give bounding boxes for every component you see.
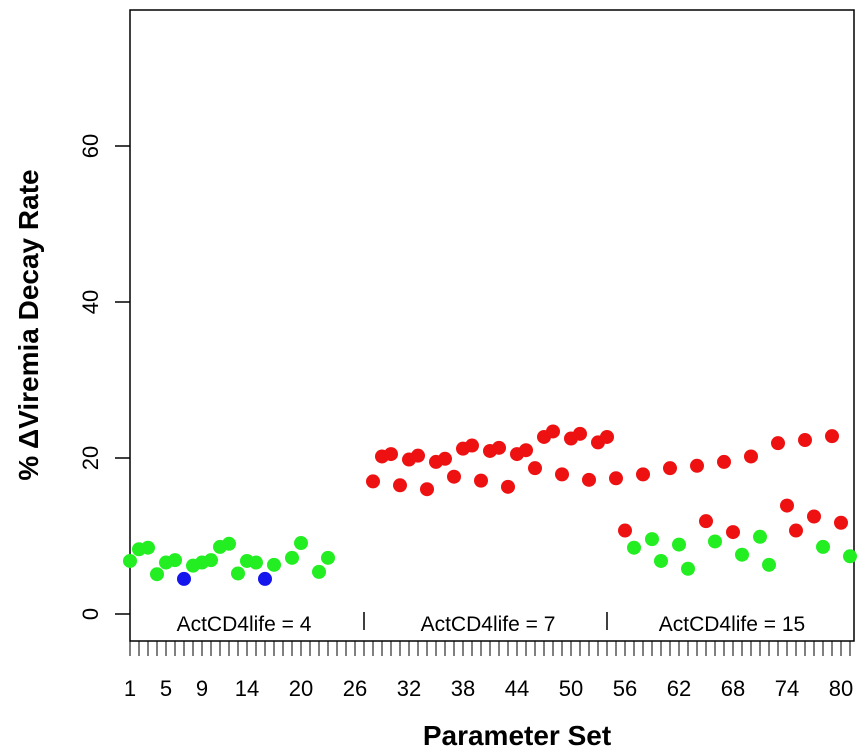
data-point-red — [663, 461, 677, 476]
data-point-red — [789, 523, 803, 538]
data-point-red — [609, 471, 623, 486]
data-point-green — [321, 550, 335, 565]
data-point-red — [474, 473, 488, 488]
x-tick-label: 14 — [235, 676, 259, 701]
data-point-green — [231, 566, 245, 581]
data-point-green — [294, 536, 308, 551]
annotation-actcd4life-7: ActCD4life = 7 — [421, 613, 556, 636]
x-tick-label: 5 — [160, 676, 172, 701]
data-point-green — [681, 561, 695, 576]
data-point-green — [285, 550, 299, 565]
x-axis-title: Parameter Set — [423, 720, 611, 751]
x-tick-label: 38 — [451, 676, 475, 701]
group-separators — [363, 612, 608, 630]
data-point-blue — [177, 571, 191, 586]
data-point-blue — [258, 571, 272, 586]
annotation-actcd4life-4: ActCD4life = 4 — [177, 613, 312, 636]
data-point-red — [501, 479, 515, 494]
y-axis-tick-labels: 0 20 40 60 — [78, 134, 103, 620]
data-point-red — [807, 509, 821, 524]
y-tick-label: 40 — [78, 290, 103, 314]
data-point-red — [546, 424, 560, 439]
data-point-red — [519, 443, 533, 458]
y-axis-ticks — [115, 145, 130, 615]
data-point-red — [636, 467, 650, 482]
data-point-red — [492, 440, 506, 455]
x-axis-tick-labels: 1 5 9 14 20 26 32 38 44 50 56 62 68 74 80 — [124, 676, 853, 701]
data-point-green — [267, 557, 281, 572]
data-point-red — [366, 474, 380, 489]
data-point-green — [753, 529, 767, 544]
data-point-red — [717, 454, 731, 469]
data-point-red — [726, 525, 740, 540]
x-tick-label: 62 — [667, 676, 691, 701]
data-point-red — [573, 426, 587, 441]
data-point-red — [744, 449, 758, 464]
group-annotations: ActCD4life = 4 ActCD4life = 7 ActCD4life… — [177, 613, 806, 636]
data-point-red — [825, 429, 839, 444]
x-tick-label: 68 — [721, 676, 745, 701]
data-point-green — [204, 553, 218, 568]
data-point-red — [690, 458, 704, 473]
data-point-green — [141, 540, 155, 555]
data-point-green — [627, 540, 641, 555]
data-point-red — [780, 498, 794, 513]
data-point-red — [438, 451, 452, 466]
x-tick-label: 50 — [559, 676, 583, 701]
data-point-red — [528, 461, 542, 476]
data-point-green — [762, 557, 776, 572]
data-point-green — [645, 532, 659, 547]
data-point-green — [708, 534, 722, 549]
data-point-green — [816, 539, 830, 554]
x-tick-label: 56 — [613, 676, 637, 701]
x-tick-label: 74 — [775, 676, 799, 701]
data-point-red — [600, 429, 614, 444]
data-point-green — [654, 553, 668, 568]
data-point-green — [672, 537, 686, 552]
annotation-actcd4life-15: ActCD4life = 15 — [659, 613, 806, 636]
data-point-green — [249, 555, 263, 570]
data-point-green — [222, 536, 236, 551]
data-point-green — [312, 564, 326, 579]
x-tick-label: 1 — [124, 676, 136, 701]
data-point-red — [798, 433, 812, 448]
plot-frame — [129, 9, 855, 642]
x-tick-label: 80 — [829, 676, 853, 701]
data-point-red — [447, 469, 461, 484]
data-point-green — [168, 553, 182, 568]
data-point-green — [735, 547, 749, 562]
y-tick-label: 20 — [78, 446, 103, 470]
data-point-red — [771, 436, 785, 451]
data-point-red — [384, 447, 398, 462]
data-point-green — [843, 549, 857, 564]
data-point-red — [699, 514, 713, 529]
x-tick-label: 44 — [505, 676, 529, 701]
y-tick-label: 60 — [78, 134, 103, 158]
y-axis-title: % ΔViremia Decay Rate — [13, 169, 44, 480]
data-point-red — [465, 438, 479, 453]
data-point-red — [834, 515, 848, 530]
data-point-red — [420, 482, 434, 497]
x-tick-label: 32 — [397, 676, 421, 701]
x-tick-label: 9 — [196, 676, 208, 701]
data-point-green — [123, 553, 137, 568]
x-axis-ticks — [129, 641, 851, 656]
data-point-red — [411, 448, 425, 463]
data-point-red — [555, 467, 569, 482]
data-point-green — [150, 567, 164, 582]
data-point-red — [618, 523, 632, 538]
data-points — [123, 424, 857, 586]
data-point-red — [393, 478, 407, 493]
data-point-red — [582, 472, 596, 487]
x-tick-label: 20 — [289, 676, 313, 701]
x-tick-label: 26 — [343, 676, 367, 701]
y-tick-label: 0 — [78, 608, 103, 620]
